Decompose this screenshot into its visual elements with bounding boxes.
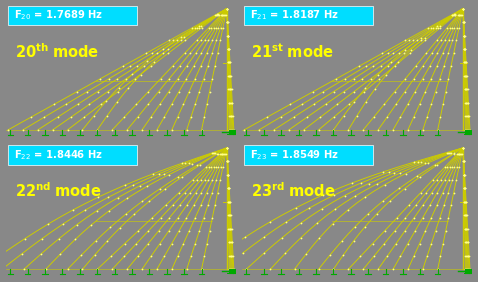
Text: $\mathbf{23}$$^{\mathbf{rd}}$$\mathbf{\; mode}$: $\mathbf{23}$$^{\mathbf{rd}}$$\mathbf{\;… (251, 182, 336, 200)
Text: F$_{22}$ = 1.8446 Hz: F$_{22}$ = 1.8446 Hz (14, 148, 103, 162)
FancyBboxPatch shape (244, 6, 373, 25)
Text: $\mathbf{22}$$^{\mathbf{nd}}$$\mathbf{\; mode}$: $\mathbf{22}$$^{\mathbf{nd}}$$\mathbf{\;… (15, 182, 101, 200)
Text: F$_{20}$ = 1.7689 Hz: F$_{20}$ = 1.7689 Hz (14, 9, 103, 23)
Text: $\mathbf{20}$$^{\mathbf{th}}$$\mathbf{\; mode}$: $\mathbf{20}$$^{\mathbf{th}}$$\mathbf{\;… (15, 42, 99, 61)
FancyBboxPatch shape (244, 145, 373, 165)
Text: $\mathbf{21}$$^{\mathbf{st}}$$\mathbf{\; mode}$: $\mathbf{21}$$^{\mathbf{st}}$$\mathbf{\;… (251, 42, 334, 61)
Text: F$_{21}$ = 1.8187 Hz: F$_{21}$ = 1.8187 Hz (250, 9, 339, 23)
FancyBboxPatch shape (8, 6, 137, 25)
Text: F$_{23}$ = 1.8549 Hz: F$_{23}$ = 1.8549 Hz (250, 148, 339, 162)
FancyBboxPatch shape (8, 145, 137, 165)
